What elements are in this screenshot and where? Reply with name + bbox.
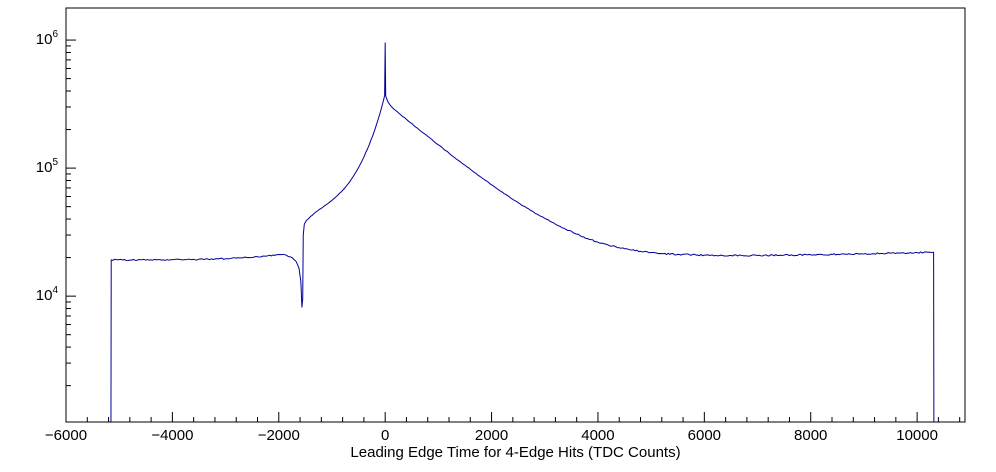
plot-frame [65,7,966,423]
x-axis-major-ticks [65,412,918,422]
y-axis-minor-ticks [66,45,71,387]
x-tick-label: 0 [381,427,389,444]
x-axis-minor-ticks [86,417,961,422]
x-tick-label: 6000 [688,427,721,444]
y-tick-label: 105 [36,157,59,176]
x-tick-label: 2000 [475,427,508,444]
x-tick-label: −4000 [151,427,193,444]
x-axis-tick-labels: −6000 −4000 −2000 0 2000 4000 6000 8000 10000 [45,427,938,444]
x-tick-label: 4000 [581,427,614,444]
y-tick-label: 106 [36,29,59,48]
x-tick-label: −2000 [258,427,300,444]
x-tick-label: 8000 [794,427,827,444]
y-axis-tick-labels: 104 105 106 [36,29,59,304]
y-tick-label: 104 [36,285,59,304]
x-tick-label: −6000 [45,427,87,444]
x-axis-title: Leading Edge Time for 4-Edge Hits (TDC C… [350,444,681,461]
x-tick-label: 10000 [896,427,938,444]
histogram-line [110,42,935,423]
y-axis-major-ticks [66,39,76,297]
